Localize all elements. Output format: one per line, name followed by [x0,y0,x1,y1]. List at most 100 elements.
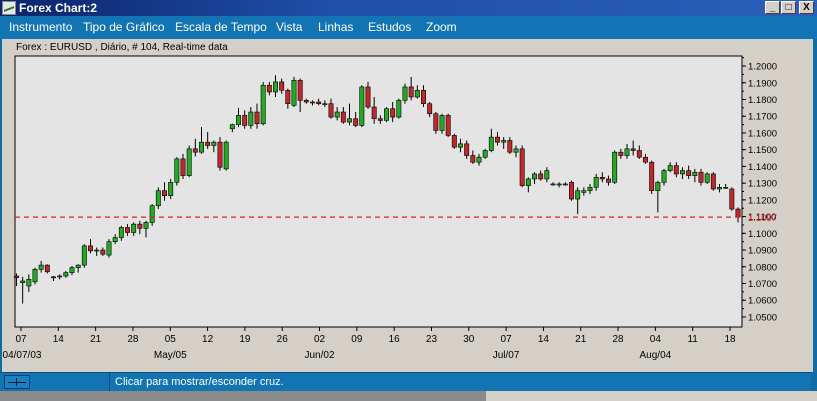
candle-body [137,223,143,229]
candle-body [451,135,457,148]
menu-escala-de-tempo[interactable]: Escala de Tempo [175,20,267,34]
y-tick-label: 1.1500 [748,145,777,156]
candle-body [112,237,118,242]
candle-body [717,187,722,190]
candle-body [680,170,685,175]
candle-body [32,268,38,283]
x-tick-label: 18 [724,334,736,345]
candle-body [636,150,642,158]
candle-body [125,227,130,233]
candle-body [501,140,507,143]
menu-linhas[interactable]: Linhas [318,20,354,34]
menu-tipo-de-grafico[interactable]: Tipo de Gráfico [83,20,165,34]
candle-body [279,81,285,91]
candle-body [174,158,180,183]
candle-body [519,148,525,186]
x-tick-label: 30 [463,334,475,345]
taskbar-strip [0,391,486,401]
candle-body [655,181,661,191]
candle-body [51,276,56,279]
candle-body [186,148,192,176]
candle-body [495,136,500,143]
minimize-button[interactable]: _ [765,1,780,14]
candle-body [38,264,44,270]
maximize-button[interactable]: □ [781,1,796,14]
candle-body [285,89,291,104]
status-text: Clicar para mostrar/esconder cruz. [115,376,284,388]
x-month-label: Jul/07 [493,350,520,361]
plot-area [14,55,743,328]
x-tick-label: 07 [15,334,27,345]
candle-body [692,171,698,176]
candle-body [217,141,223,168]
candle-body [20,280,26,283]
current-price-label: 1.1097 [748,213,777,224]
candle-body [26,279,32,287]
candle-body [94,249,100,252]
candle-body [88,245,93,252]
candle-body [396,100,402,118]
x-tick-label: 21 [90,334,102,345]
x-tick-label: 07 [501,334,513,345]
candle-body [168,181,174,196]
x-tick-label: 04 [650,334,662,345]
candle-body [266,84,272,93]
menu-estudos[interactable]: Estudos [368,20,412,34]
candle-body [618,151,624,156]
candle-body [390,108,396,118]
candle-body [75,264,81,268]
candle-body [445,115,451,136]
candle-body [297,79,303,101]
candle-body [248,111,254,126]
x-tick-label: 16 [389,334,401,345]
y-tick-label: 1.1800 [748,95,777,106]
candle-body [458,143,463,148]
candle-body [667,165,673,171]
candle-body [710,173,716,190]
y-tick-label: 1.1100 [748,212,776,223]
candle-body [464,143,470,156]
menu-vista[interactable]: Vista [276,20,303,34]
x-tick-label: 05 [165,334,177,345]
candle-body [310,101,315,104]
candle-body [229,124,235,130]
crosshair-toggle-icon[interactable] [4,375,30,389]
y-tick-label: 1.1300 [748,179,777,190]
x-month-label: Jun/02 [305,350,335,361]
x-tick-label: 14 [53,334,65,345]
candle-body [723,187,729,189]
candle-body [353,118,359,126]
candle-body [643,156,648,163]
y-tick-label: 1.1200 [748,195,777,206]
candle-body [439,115,445,131]
close-button[interactable]: X [799,1,814,14]
menu-zoom[interactable]: Zoom [426,20,457,34]
candle-body [630,148,636,151]
y-tick-label: 1.1600 [748,128,777,139]
x-tick-label: 21 [575,334,587,345]
candle-body [562,183,568,186]
chart-app-icon [2,1,16,15]
y-tick-label: 1.0500 [748,312,777,323]
candle-body [260,84,266,125]
candle-body [599,176,605,180]
x-tick-label: 02 [314,334,326,345]
y-tick-label: 1.1900 [748,78,777,89]
candle-body [180,158,186,176]
candle-body [236,115,241,125]
candle-body [371,106,377,120]
status-bar: Clicar para mostrar/esconder cruz. [0,372,811,392]
candle-body [131,223,137,233]
candle-body [118,227,124,238]
candle-body [532,173,537,180]
candle-body [581,190,587,193]
candle-body [686,170,692,176]
x-month-label: Aug/04 [640,350,672,361]
candle-body [433,113,439,131]
y-tick-label: 1.1000 [748,229,777,240]
candle-body [587,187,593,191]
window-titlebar[interactable]: Forex Chart:2 _ □ X [0,0,817,16]
menu-instrumento[interactable]: Instrumento [9,20,73,34]
candle-body [223,141,229,170]
